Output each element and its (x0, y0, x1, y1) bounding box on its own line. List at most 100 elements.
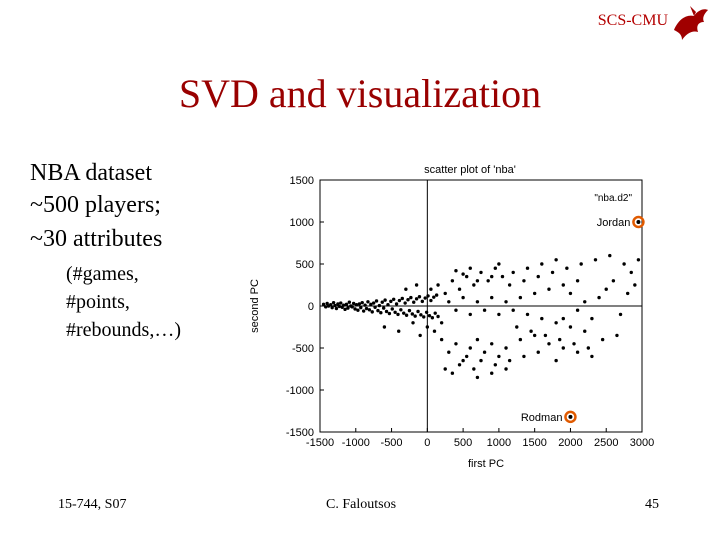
data-point (439, 337, 444, 342)
data-point (497, 354, 501, 359)
data-point (443, 291, 447, 296)
data-point (426, 294, 430, 298)
data-point (532, 291, 537, 296)
data-point (429, 287, 433, 291)
data-point (404, 313, 409, 317)
data-point (374, 299, 379, 303)
bullet-line: ~30 attributes (30, 226, 163, 252)
data-point (590, 316, 594, 321)
data-point (482, 308, 487, 312)
data-point (412, 300, 416, 304)
bullet-line: ~500 players; (30, 192, 161, 218)
data-point (464, 274, 469, 279)
data-point (381, 306, 386, 310)
data-point (490, 371, 494, 375)
data-point (515, 325, 519, 329)
data-point (337, 304, 342, 309)
data-point (554, 258, 558, 262)
x-tick-label: 1000 (487, 437, 511, 449)
data-point (497, 262, 501, 266)
y-tick-label: 1000 (290, 217, 314, 229)
y-tick-label: -1000 (286, 385, 314, 397)
data-point (403, 301, 407, 305)
data-point (414, 297, 419, 301)
data-point (425, 325, 430, 329)
data-point (406, 298, 410, 302)
footer-page-number: 45 (645, 497, 659, 512)
data-point (529, 329, 533, 333)
data-point (565, 266, 569, 270)
data-point (536, 350, 540, 354)
data-point (579, 262, 583, 266)
data-point (558, 337, 562, 342)
data-point (493, 363, 498, 367)
x-tick-label: 1500 (522, 437, 546, 449)
data-point (390, 307, 394, 311)
data-point (359, 305, 363, 310)
data-point (511, 308, 515, 312)
data-point (330, 305, 334, 310)
data-point (475, 337, 480, 342)
y-axis-label: second PC (249, 279, 261, 333)
dragon-logo-icon (674, 6, 708, 40)
data-point (454, 269, 458, 273)
data-point (353, 307, 357, 311)
data-point (468, 346, 472, 350)
x-tick-label: 0 (424, 437, 430, 449)
data-point (347, 300, 352, 304)
data-point (522, 279, 526, 283)
x-tick-label: -1000 (342, 437, 370, 449)
x-tick-label: 2500 (594, 437, 618, 449)
data-point (475, 375, 480, 380)
x-tick-label: 2000 (558, 437, 582, 449)
x-tick-label: 3000 (630, 437, 654, 449)
highlight-ring (632, 215, 645, 229)
data-point (522, 354, 526, 359)
data-point (532, 333, 537, 338)
data-point (411, 321, 415, 325)
bullet-line: NBA dataset (30, 160, 152, 186)
data-point (343, 307, 347, 312)
data-point (379, 311, 383, 315)
data-point (447, 350, 451, 354)
data-point (420, 299, 425, 304)
data-point (371, 301, 376, 305)
data-point (346, 306, 350, 310)
data-point (561, 283, 565, 287)
data-point (575, 308, 580, 312)
data-point (354, 303, 359, 307)
data-point (447, 300, 451, 304)
data-point (409, 295, 413, 300)
data-point (554, 358, 558, 363)
data-point (423, 296, 427, 300)
data-point (396, 312, 400, 317)
data-point (479, 270, 483, 275)
data-point (394, 302, 399, 306)
footer-course: 15-744, S07 (58, 497, 127, 512)
data-point (540, 316, 544, 321)
data-point (387, 311, 392, 316)
data-point (454, 342, 458, 346)
data-point (507, 358, 512, 363)
data-point (543, 333, 548, 338)
data-point (432, 295, 436, 299)
chart-title: scatter plot of 'nba' (424, 164, 516, 176)
data-point (436, 283, 440, 287)
data-point (575, 279, 580, 283)
data-point (386, 303, 390, 307)
data-point (597, 295, 601, 300)
data-point (336, 302, 340, 306)
data-point (370, 310, 374, 314)
x-tick-label: 500 (454, 437, 472, 449)
x-tick-label: -500 (381, 437, 403, 449)
data-point (461, 272, 465, 276)
data-point (410, 312, 415, 316)
data-point (351, 301, 356, 306)
data-point (604, 287, 608, 291)
data-point (518, 295, 523, 300)
data-point (468, 266, 472, 270)
y-tick-label: -1500 (286, 427, 314, 439)
data-point (321, 302, 326, 307)
data-point (554, 321, 558, 325)
data-point (457, 287, 462, 291)
